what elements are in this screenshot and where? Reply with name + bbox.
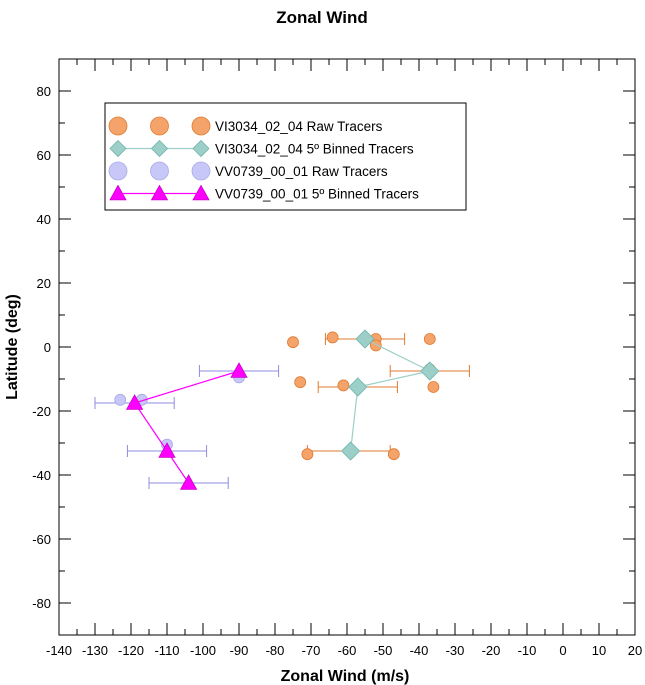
x-axis-label: Zonal Wind (m/s) <box>281 668 410 685</box>
data-point <box>423 333 436 345</box>
data-point <box>341 441 361 461</box>
data-point <box>420 361 440 381</box>
legend-marker <box>108 161 128 181</box>
errorbars-series-3 <box>94 365 280 489</box>
data-point <box>427 381 440 393</box>
series-3 <box>125 362 248 490</box>
x-tick-label: -10 <box>518 643 537 658</box>
y-tick-label: 40 <box>37 212 51 227</box>
legend-marker <box>150 139 169 158</box>
x-tick-label: 0 <box>559 643 566 658</box>
y-tick-label: -20 <box>32 404 51 419</box>
x-tick-label: -120 <box>118 643 144 658</box>
y-tick-label: -60 <box>32 532 51 547</box>
data-point <box>294 376 307 389</box>
x-tick-label: -90 <box>230 643 249 658</box>
legend-marker <box>150 184 169 201</box>
data-point <box>114 393 127 406</box>
legend-marker <box>109 184 127 201</box>
legend-marker <box>191 116 211 136</box>
x-tick-label: -50 <box>374 643 393 658</box>
legend-label: VV0739_00_01 Raw Tracers <box>215 164 388 179</box>
y-tick-label: -80 <box>32 596 51 611</box>
x-tick-label: 20 <box>628 643 642 658</box>
x-tick-label: -100 <box>190 643 216 658</box>
series-line <box>350 338 432 452</box>
data-point <box>158 442 176 458</box>
data-point <box>179 474 198 490</box>
legend-marker <box>150 161 169 181</box>
legend: VI3034_02_04 Raw Tracers VI3034_02_04 5º … <box>104 102 467 211</box>
legend-marker <box>191 161 211 181</box>
legend-marker <box>108 116 128 136</box>
series-1 <box>341 329 440 461</box>
y-tick-label: -40 <box>32 468 51 483</box>
legend-label: VV0739_00_01 5º Binned Tracers <box>215 187 419 202</box>
data-point <box>287 336 299 349</box>
legend-label: VI3034_02_04 5º Binned Tracers <box>215 142 414 157</box>
x-tick-label: -70 <box>302 643 321 658</box>
data-point <box>125 394 144 410</box>
x-tick-label: -40 <box>410 643 429 658</box>
data-point <box>387 448 400 461</box>
legend-label: VI3034_02_04 Raw Tracers <box>215 119 383 134</box>
y-tick-label: 20 <box>37 276 51 291</box>
y-tick-label: 60 <box>37 148 51 163</box>
series-2 <box>114 371 245 451</box>
x-tick-label: 10 <box>592 643 606 658</box>
errorbars-series-1 <box>306 333 470 457</box>
plot-frame <box>58 58 636 636</box>
series-line <box>133 370 240 484</box>
legend-marker <box>192 184 210 201</box>
chart-title: Zonal Wind <box>276 8 367 27</box>
data-point <box>337 379 350 392</box>
y-axis-label: Latitude (deg) <box>4 294 21 400</box>
x-tick-label: -30 <box>446 643 465 658</box>
y-tick-label: 80 <box>37 84 51 99</box>
x-tick-label: -140 <box>46 643 72 658</box>
data-point <box>355 329 375 349</box>
y-tick-label: 0 <box>44 340 51 355</box>
data-point <box>230 362 248 378</box>
axis-ticks: -140 -130 -120 -110 -100 -90 -80 -70 -60 -50 -40 -3… <box>32 59 642 658</box>
series-0 <box>287 331 440 461</box>
legend-marker <box>192 139 210 158</box>
data-point <box>326 331 339 344</box>
x-tick-label: -110 <box>154 643 179 658</box>
legend-marker <box>109 139 127 158</box>
data-point <box>348 377 368 397</box>
x-tick-label: -20 <box>482 643 501 658</box>
legend-marker <box>150 116 169 136</box>
data-point <box>301 448 314 461</box>
x-tick-label: -80 <box>266 643 285 658</box>
x-tick-label: -60 <box>338 643 357 658</box>
x-tick-label: -130 <box>82 643 108 658</box>
plot-area <box>94 329 470 490</box>
